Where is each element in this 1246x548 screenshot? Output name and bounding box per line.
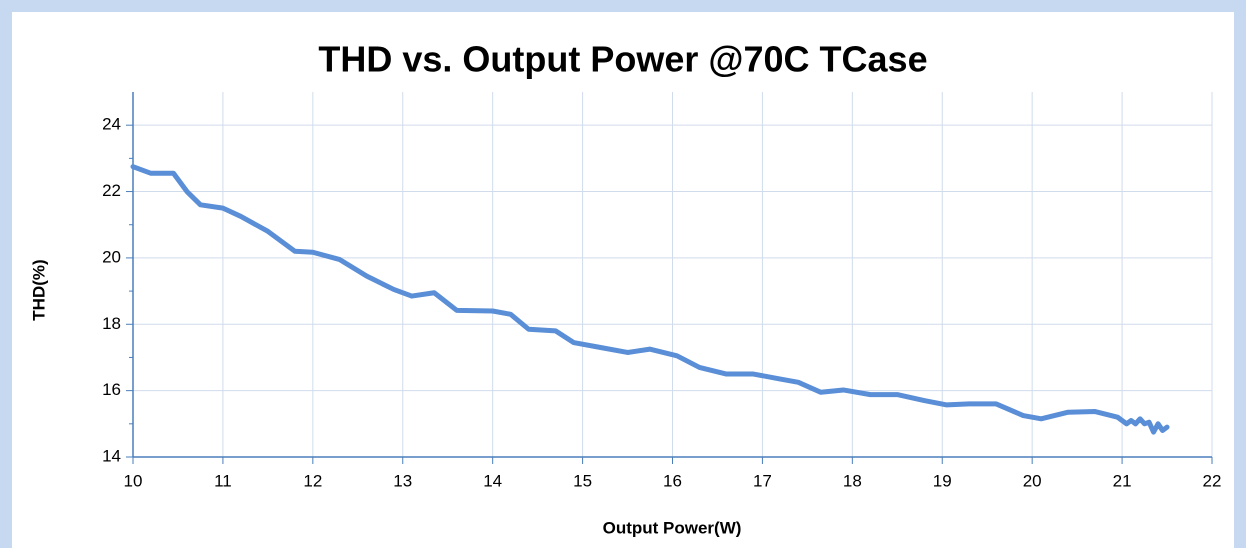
x-tick-label: 12	[303, 471, 322, 490]
x-tick-label: 22	[1203, 471, 1222, 490]
x-tick-label: 18	[843, 471, 862, 490]
chart-title: THD vs. Output Power @70C TCase	[318, 39, 927, 80]
x-tick-label: 15	[573, 471, 592, 490]
data-line	[130, 164, 1170, 435]
y-axis-label: THD(%)	[29, 259, 48, 320]
x-tick-label: 20	[1023, 471, 1042, 490]
y-tick-label: 18	[102, 314, 121, 333]
y-tick-label: 16	[102, 380, 121, 399]
y-tick-label: 22	[102, 181, 121, 200]
x-tick-label: 16	[663, 471, 682, 490]
x-tick-label: 13	[393, 471, 412, 490]
y-tick-label: 24	[102, 115, 121, 134]
x-tick-label: 21	[1113, 471, 1132, 490]
x-axis-label: Output Power(W)	[603, 518, 742, 537]
x-tick-label: 19	[933, 471, 952, 490]
y-tick-label: 14	[102, 446, 121, 465]
x-tick-label: 10	[124, 471, 143, 490]
x-tick-label: 14	[483, 471, 502, 490]
y-tick-label: 20	[102, 247, 121, 266]
x-tick-label: 17	[753, 471, 772, 490]
chart-area	[12, 12, 1234, 548]
x-tick-label: 11	[214, 471, 232, 490]
